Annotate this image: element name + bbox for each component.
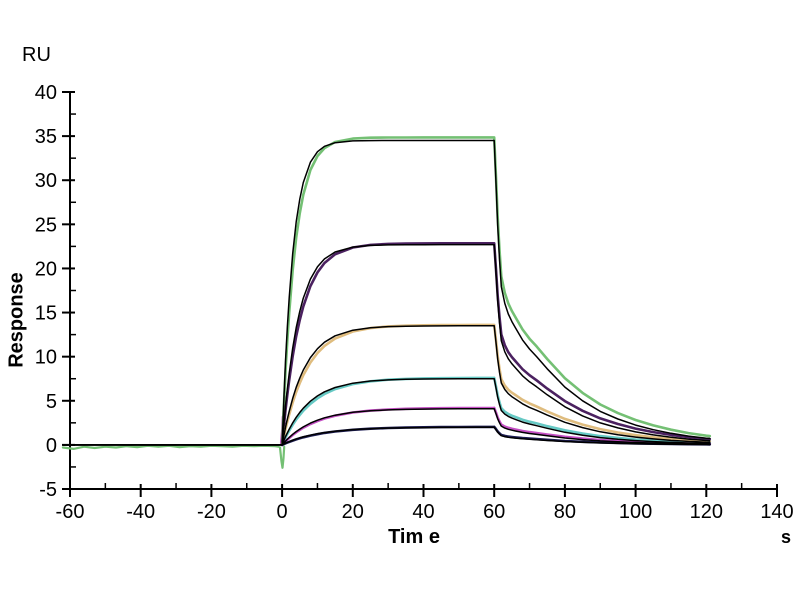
y-tick-label: 0: [46, 435, 57, 457]
x-tick-label: 40: [412, 501, 434, 523]
x-tick-label: 20: [342, 501, 364, 523]
y-tick-label: 25: [35, 214, 57, 236]
y-tick-label: 10: [35, 347, 57, 369]
x-tick-label: 0: [277, 501, 288, 523]
series-fit-curve-1-green: [62, 139, 711, 446]
y-tick-label: -5: [39, 479, 57, 501]
y-axis-title: Response: [5, 272, 28, 368]
y-tick-label: 5: [46, 391, 57, 413]
x-tick-label: -20: [197, 501, 226, 523]
x-tick-label: 100: [619, 501, 652, 523]
x-tick-label: 120: [690, 501, 723, 523]
y-tick-label: 20: [35, 258, 57, 280]
x-tick-label: 80: [554, 501, 576, 523]
x-tick-label: -60: [56, 501, 85, 523]
series-fit-curve-6-navy: [62, 426, 711, 446]
y-axis-unit-label: RU: [22, 44, 51, 66]
series-fit-curve-3-tan: [62, 325, 711, 446]
x-tick-label: 60: [483, 501, 505, 523]
x-tick-label: -40: [126, 501, 155, 523]
series-fit-curve-4-cyan: [62, 377, 711, 446]
y-tick-label: 40: [35, 82, 57, 104]
injection-artifact-0: [278, 445, 286, 469]
series-fit-curve-2-purple: [62, 243, 711, 446]
y-tick-label: 30: [35, 170, 57, 192]
series-fit-curve-5-magenta: [62, 407, 711, 446]
y-tick-label: 15: [35, 303, 57, 325]
baseline-noise-trace: [61, 444, 280, 450]
y-tick-label: 35: [35, 126, 57, 148]
series-data-curve-4-cyan: [280, 376, 712, 447]
x-axis-unit-label: s: [781, 527, 792, 547]
x-tick-label: 140: [760, 501, 793, 523]
x-axis-title: Tim e: [388, 526, 440, 548]
